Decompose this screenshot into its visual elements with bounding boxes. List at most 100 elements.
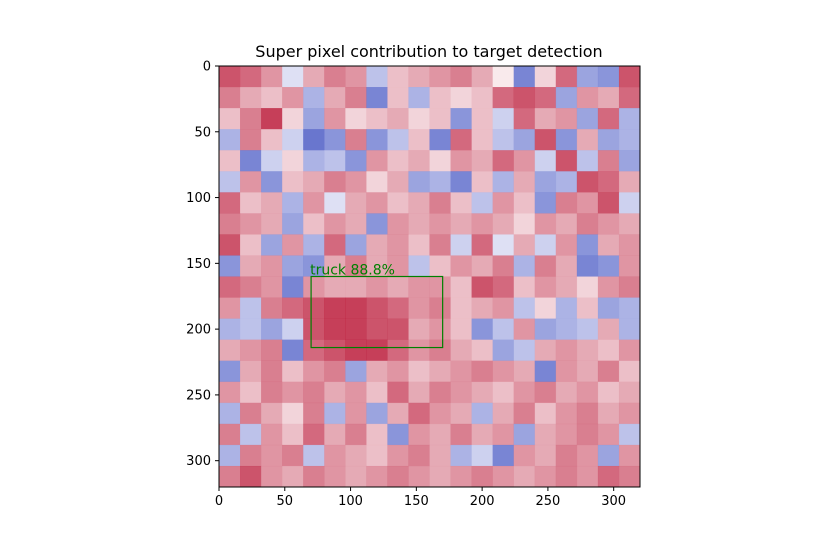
heatmap-cell <box>450 87 472 109</box>
heatmap-cell <box>429 108 451 130</box>
heatmap-cell <box>513 108 536 130</box>
heatmap-cell <box>345 402 367 425</box>
heatmap-cell <box>618 339 641 361</box>
heatmap-cell <box>471 423 493 446</box>
heatmap-cell <box>324 129 346 151</box>
heatmap-cell <box>387 213 409 235</box>
y-tick-label: 100 <box>186 191 211 206</box>
heatmap-cell <box>282 255 304 277</box>
heatmap-cell <box>429 129 451 151</box>
heatmap-cell <box>345 87 367 109</box>
heatmap-cell <box>471 381 493 404</box>
heatmap-cell <box>429 423 451 446</box>
heatmap-cell <box>471 87 493 109</box>
heatmap-cell <box>282 150 304 172</box>
heatmap-cell <box>408 171 430 193</box>
heatmap-cell <box>219 423 241 446</box>
heatmap-cell <box>429 171 451 193</box>
heatmap-cell <box>513 402 536 425</box>
heatmap-cell <box>282 87 304 109</box>
heatmap-cell <box>219 318 241 340</box>
heatmap-cell <box>261 423 283 446</box>
heatmap-cell <box>408 150 430 172</box>
heatmap-cell <box>324 108 346 130</box>
x-tick-label: 150 <box>404 494 429 509</box>
heatmap-cell <box>597 150 620 172</box>
y-tick-label: 0 <box>203 60 211 75</box>
heatmap-cell <box>324 276 346 298</box>
heatmap-cell <box>324 402 346 425</box>
heatmap-cell <box>408 381 430 404</box>
heatmap-cell <box>597 402 620 425</box>
heatmap-cell <box>471 360 493 383</box>
heatmap-cell <box>387 66 409 88</box>
heatmap-cell <box>471 129 493 151</box>
heatmap-cell <box>408 129 430 151</box>
heatmap-cell <box>366 66 388 88</box>
heatmap-cell <box>282 108 304 130</box>
heatmap-cell <box>576 87 599 109</box>
heatmap-cell <box>324 66 346 88</box>
heatmap-cell <box>324 318 346 340</box>
heatmap-cell <box>429 276 451 298</box>
heatmap-cell <box>303 171 325 193</box>
heatmap-cell <box>471 465 493 488</box>
heatmap-cell <box>597 234 620 256</box>
heatmap-cell <box>618 192 641 214</box>
heatmap-cell <box>471 213 493 235</box>
heatmap-cell <box>555 150 578 172</box>
heatmap-cell <box>219 129 241 151</box>
heatmap-cell <box>450 402 472 425</box>
heatmap-cell <box>576 360 599 383</box>
heatmap-cell <box>345 297 367 319</box>
heatmap-cell <box>555 213 578 235</box>
heatmap-cell <box>282 213 304 235</box>
heatmap-cell <box>366 234 388 256</box>
heatmap-cell <box>408 444 430 467</box>
heatmap-cell <box>345 423 367 446</box>
heatmap-cell <box>513 66 536 88</box>
heatmap-cell <box>261 276 283 298</box>
heatmap-cell <box>534 129 557 151</box>
heatmap-cell <box>576 192 599 214</box>
heatmap-cell <box>534 171 557 193</box>
heatmap-cell <box>303 150 325 172</box>
heatmap-cell <box>555 255 578 277</box>
heatmap-cell <box>492 255 514 277</box>
heatmap-cell <box>429 297 451 319</box>
heatmap-cell <box>597 66 620 88</box>
heatmap-cell <box>303 297 325 319</box>
heatmap-cell <box>240 360 262 383</box>
heatmap-cell <box>576 339 599 361</box>
heatmap-cell <box>534 213 557 235</box>
heatmap-cell <box>345 192 367 214</box>
heatmap-cell <box>282 423 304 446</box>
heatmap-cell <box>450 255 472 277</box>
heatmap-cell <box>387 129 409 151</box>
heatmap-cell <box>408 297 430 319</box>
heatmap-cell <box>555 171 578 193</box>
heatmap-cell <box>366 213 388 235</box>
heatmap-cell <box>534 150 557 172</box>
heatmap-cell <box>408 234 430 256</box>
heatmap-cell <box>240 255 262 277</box>
heatmap-cell <box>513 276 536 298</box>
heatmap-cell <box>408 318 430 340</box>
y-tick-label: 200 <box>186 323 211 338</box>
heatmap-cell <box>387 423 409 446</box>
heatmap-cell <box>618 444 641 467</box>
heatmap-cell <box>282 402 304 425</box>
heatmap-cell <box>324 255 346 277</box>
x-tick-label: 0 <box>215 494 223 509</box>
heatmap-cell <box>618 129 641 151</box>
heatmap-cell <box>534 87 557 109</box>
heatmap-cell <box>324 423 346 446</box>
heatmap-cell <box>282 339 304 361</box>
heatmap-cell <box>576 213 599 235</box>
heatmap-cell <box>429 192 451 214</box>
heatmap-cell <box>429 360 451 383</box>
heatmap-cell <box>555 129 578 151</box>
heatmap-cell <box>471 339 493 361</box>
heatmap-cell <box>219 360 241 383</box>
